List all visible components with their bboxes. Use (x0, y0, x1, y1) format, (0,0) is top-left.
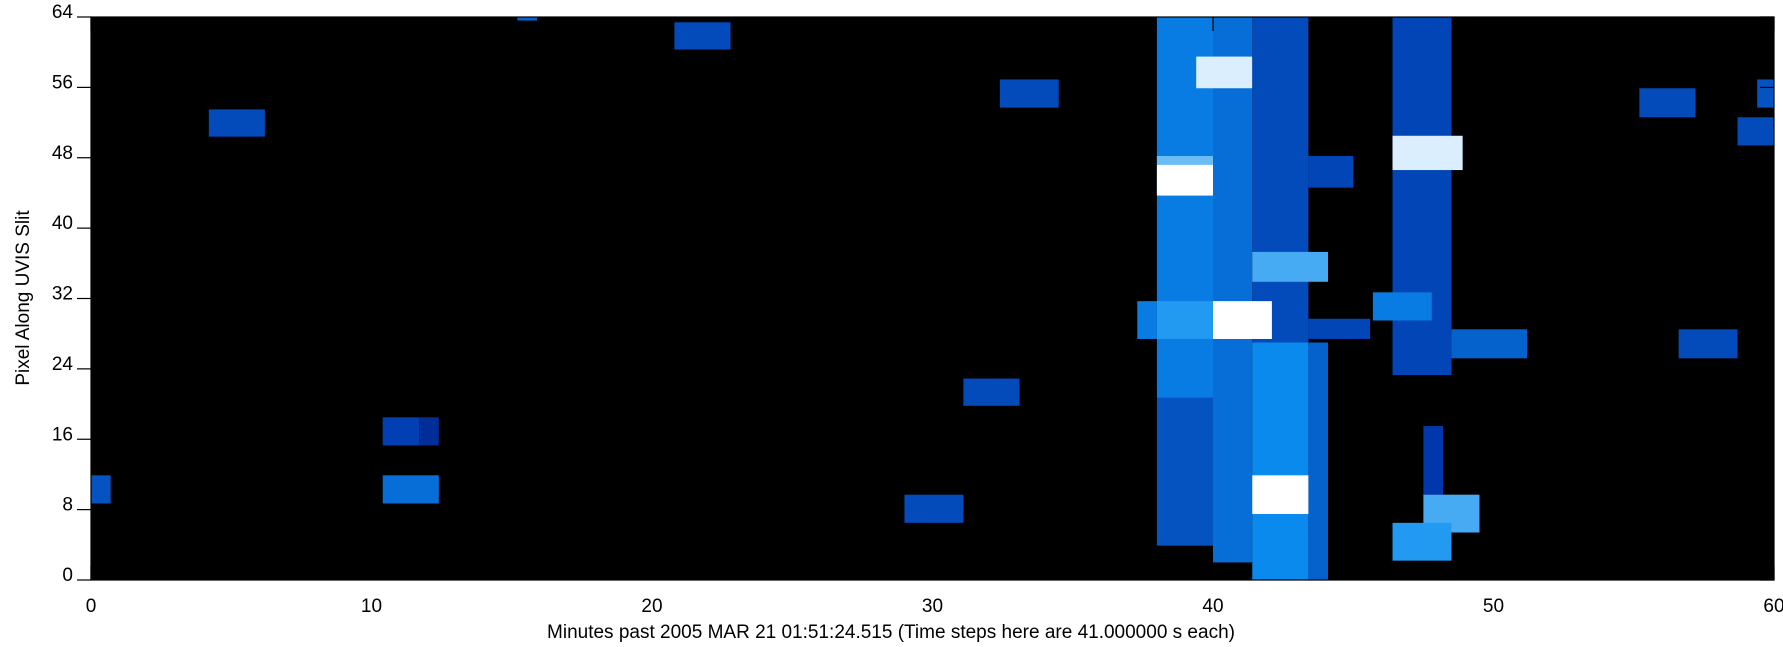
heat-cell (208, 109, 265, 137)
heat-cell (1213, 301, 1272, 339)
heat-cell (1213, 17, 1253, 563)
heat-cell (1156, 164, 1213, 196)
heat-cell (1392, 17, 1452, 376)
y-axis-label: Pixel Along UVIS Slit (13, 210, 34, 386)
x-tick-label: 10 (361, 596, 382, 617)
y-tick-label: 32 (52, 284, 73, 305)
y-tick-label: 56 (52, 72, 73, 93)
heatmap (91, 17, 1774, 580)
x-tick-label: 50 (1483, 596, 1504, 617)
heat-cell (1423, 426, 1444, 495)
x-axis-label: Minutes past 2005 MAR 21 01:51:24.515 (T… (547, 622, 1235, 643)
heat-cell (1392, 522, 1452, 561)
heat-cell (1156, 155, 1213, 165)
y-tick-label: 64 (52, 2, 74, 23)
heat-cell (963, 378, 1020, 406)
y-tick-label: 40 (52, 213, 73, 234)
heat-cell (91, 475, 111, 504)
heat-cell (674, 22, 731, 50)
x-tick-label: 20 (641, 596, 662, 617)
heat-cell (904, 494, 964, 523)
y-tick-label: 0 (62, 565, 73, 586)
heat-cell (1308, 342, 1329, 580)
y-tick-label: 24 (52, 354, 74, 375)
heat-cell (1372, 292, 1432, 321)
x-tick-label: 40 (1202, 596, 1223, 617)
heat-cell (1639, 88, 1696, 118)
y-tick-label: 48 (52, 143, 73, 164)
heat-cell (999, 79, 1059, 108)
heat-cell (1252, 17, 1309, 343)
heat-cell (1137, 301, 1157, 339)
heat-cell (1156, 397, 1213, 546)
heat-cell (382, 417, 420, 446)
heat-cell (1308, 155, 1354, 188)
heat-cell (1308, 318, 1371, 339)
heat-cell (382, 475, 439, 504)
y-tick-label: 16 (52, 424, 73, 445)
heat-cell (1196, 56, 1253, 89)
heat-cell (1252, 342, 1309, 580)
heat-cell (1252, 251, 1329, 282)
axes: 0 10 20 30 40 50 60 0 8 16 24 32 40 48 56 64 (52, 2, 1783, 617)
heat-cell (1156, 301, 1213, 339)
heat-cell (1737, 117, 1774, 146)
x-tick-label: 0 (86, 596, 97, 617)
heat-cell (1451, 329, 1528, 359)
y-tick-label: 8 (62, 495, 73, 516)
heat-cell (419, 417, 439, 446)
heat-cell (1392, 135, 1463, 171)
heat-cell (1757, 79, 1774, 108)
heat-cell (517, 17, 537, 21)
heat-cell (1678, 329, 1738, 359)
x-tick-label: 60 (1763, 596, 1783, 617)
plot-background (91, 17, 1774, 580)
x-tick-label: 30 (922, 596, 943, 617)
